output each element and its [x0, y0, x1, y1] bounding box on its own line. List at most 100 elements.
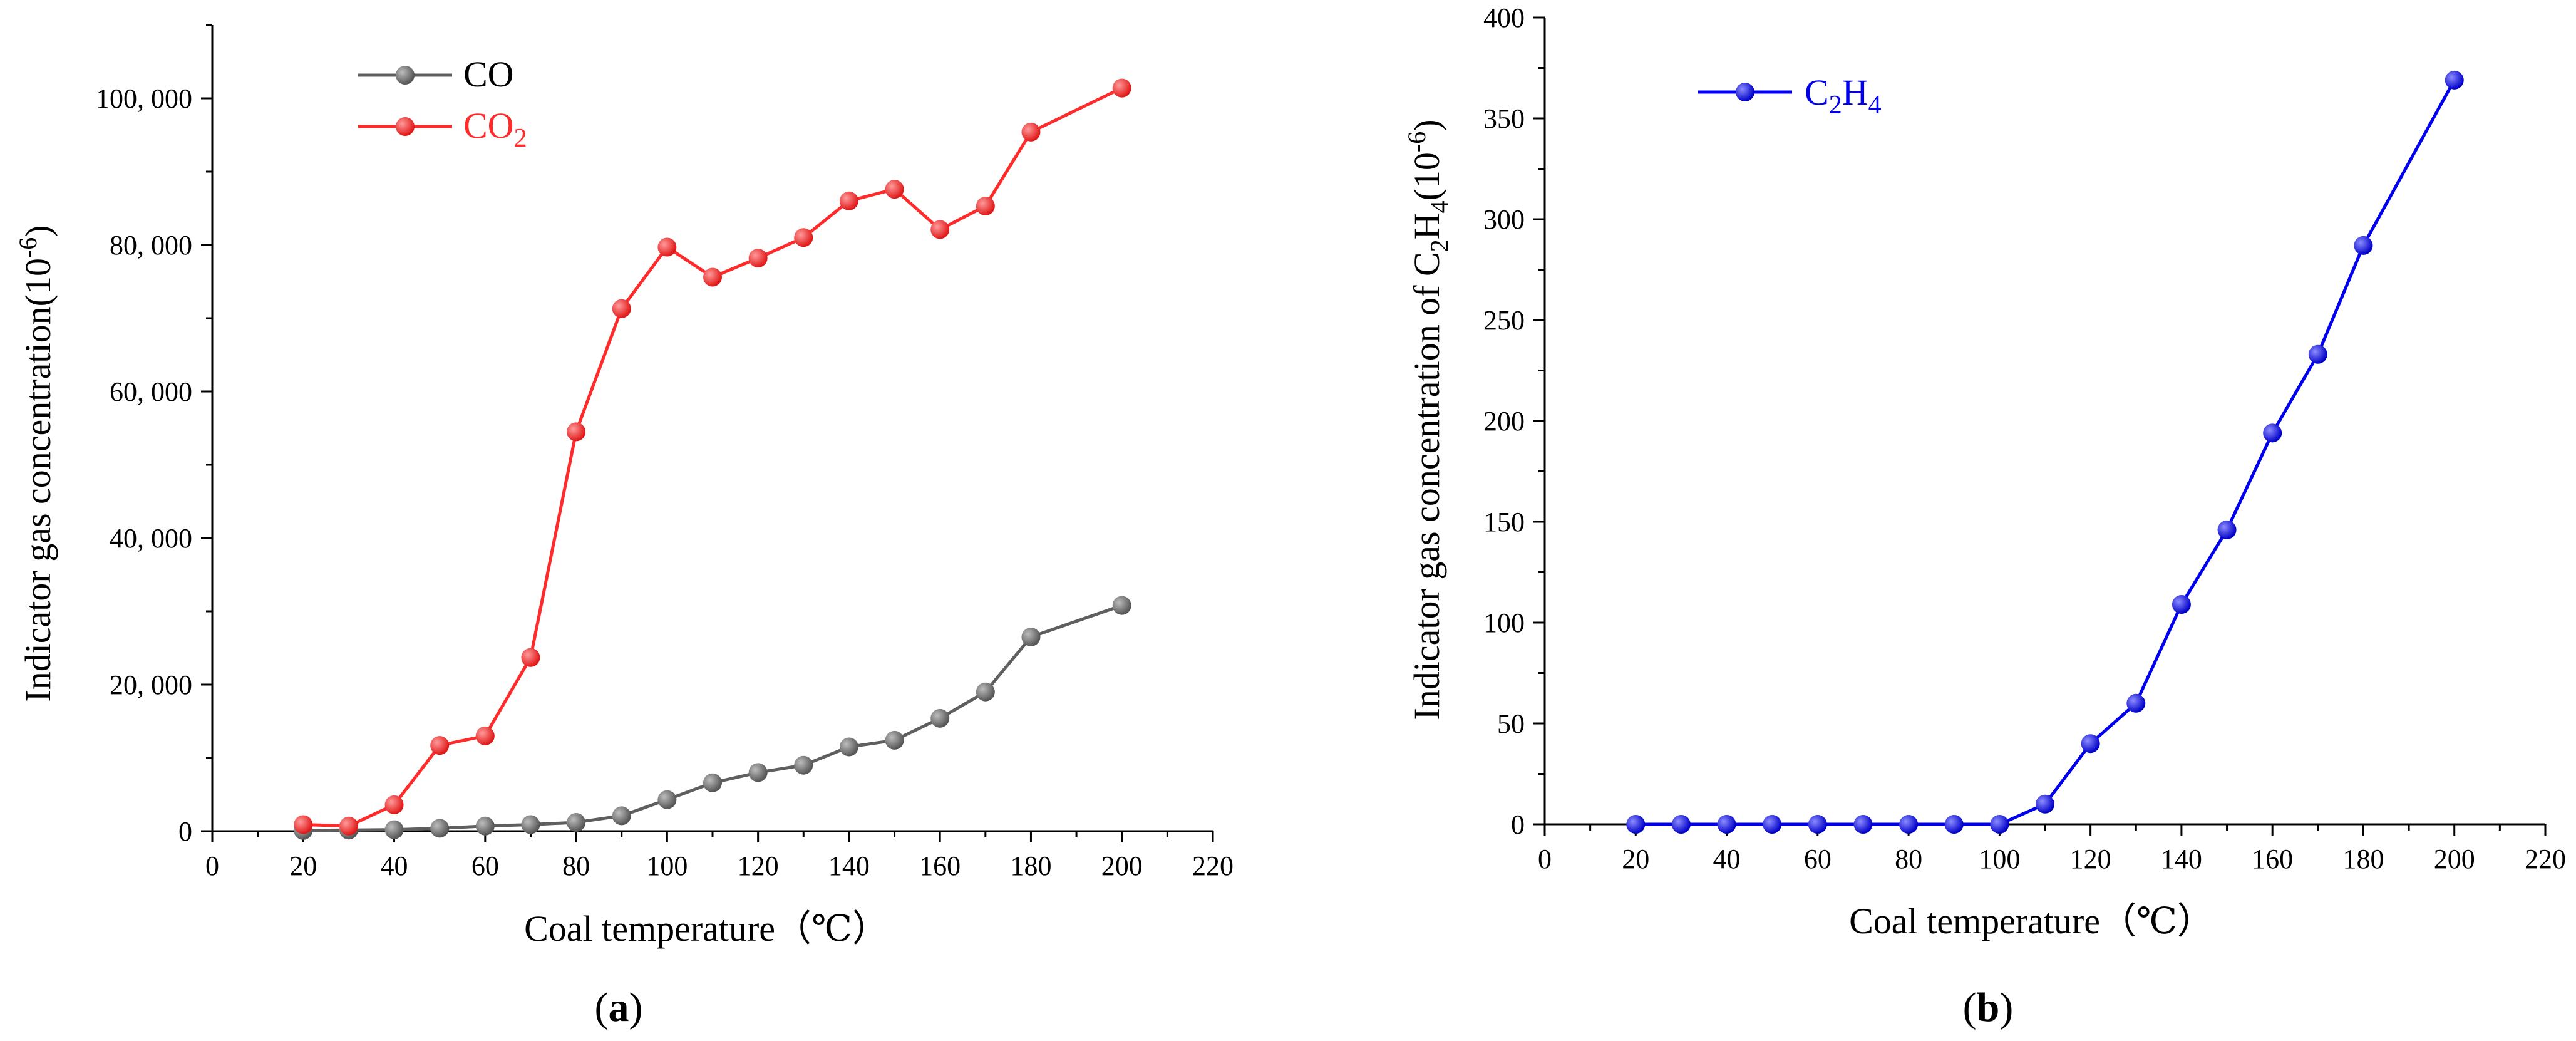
- data-point-c2h4: [2036, 794, 2054, 814]
- data-point-co: [521, 815, 540, 834]
- x-tick-label: 20: [1622, 844, 1649, 874]
- data-point-co2: [839, 191, 858, 210]
- y-tick-label: 0: [178, 816, 192, 847]
- y-tick-label: 50: [1497, 708, 1525, 739]
- chart-b-legend: C2H4: [1698, 72, 1882, 120]
- data-point-co: [612, 806, 631, 826]
- data-point-co2: [703, 267, 722, 287]
- data-point-c2h4: [1626, 815, 1646, 834]
- chart-a-panel-label: (a): [595, 985, 643, 1030]
- data-point-c2h4: [2081, 734, 2100, 754]
- chart-b-axes: [1543, 18, 2545, 826]
- data-point-co2: [612, 299, 631, 318]
- chart-b-xlabel: Coal temperature（℃）: [1849, 901, 2213, 941]
- data-point-co: [794, 755, 813, 775]
- x-tick-label: 100: [646, 851, 688, 881]
- y-tick-label: 200: [1483, 406, 1525, 437]
- x-tick-label: 0: [205, 851, 219, 881]
- chart-b-series: [1626, 70, 2464, 834]
- series-line-co: [303, 604, 1123, 832]
- y-tick-label: 20, 000: [110, 670, 192, 700]
- data-point-c2h4: [1899, 815, 1919, 834]
- data-point-c2h4: [2172, 595, 2191, 614]
- data-point-co2: [1112, 78, 1131, 98]
- data-point-co: [976, 682, 995, 702]
- x-tick-label: 120: [738, 851, 779, 881]
- x-tick-label: 220: [1192, 851, 1234, 881]
- data-point-co2: [657, 237, 677, 257]
- chart-a-xlabel: Coal temperature（℃）: [524, 908, 889, 949]
- x-tick-label: 20: [289, 851, 317, 881]
- data-point-c2h4: [1717, 815, 1736, 834]
- legend-co-label: CO: [463, 54, 514, 95]
- series-line-c2h4: [1636, 79, 2456, 826]
- legend-c2h4-marker: [1736, 83, 1754, 101]
- y-tick-label: 150: [1483, 507, 1525, 537]
- data-point-co: [748, 763, 768, 782]
- legend-co2-label: CO2: [463, 105, 527, 153]
- data-point-co2: [339, 816, 358, 836]
- x-tick-label: 100: [1979, 844, 2020, 874]
- data-point-co2: [521, 648, 540, 667]
- x-tick-label: 0: [1538, 844, 1552, 874]
- x-tick-label: 160: [2252, 844, 2293, 874]
- y-tick-label: 350: [1483, 103, 1525, 134]
- y-tick-label: 0: [1511, 809, 1525, 840]
- chart-a-ticks: 0 20 40 60 80 100 120 140 160 180 200 220 0 20, 000 40…: [96, 24, 1234, 881]
- y-tick-label: 400: [1483, 3, 1525, 33]
- data-point-co2: [930, 220, 950, 239]
- data-point-co: [384, 820, 404, 839]
- y-tick-label: 250: [1483, 305, 1525, 336]
- data-point-co: [567, 812, 586, 832]
- data-point-co: [475, 816, 495, 836]
- y-tick-label: 80, 000: [110, 230, 192, 261]
- x-tick-label: 140: [2161, 844, 2202, 874]
- data-point-co: [1021, 627, 1041, 646]
- chart-b-ticks: 0 20 40 60 80 100 120 140 160 180 200 220 0 50 100 150 2…: [1483, 3, 2566, 874]
- data-point-co: [703, 773, 722, 792]
- x-tick-label: 120: [2070, 844, 2111, 874]
- x-tick-label: 80: [562, 851, 590, 881]
- chart-panel-a: 0 20 40 60 80 100 120 140 160 180 200 220 0 20, 000 40…: [14, 24, 1234, 1030]
- y-tick-label: 100: [1483, 608, 1525, 638]
- x-tick-label: 40: [381, 851, 408, 881]
- chart-a-axes: [211, 25, 1213, 832]
- data-point-co: [885, 730, 904, 750]
- chart-panel-b: 0 20 40 60 80 100 120 140 160 180 200 220 0 50 100 150 2…: [1403, 3, 2566, 1030]
- data-point-c2h4: [1671, 815, 1691, 834]
- x-tick-label: 40: [1713, 844, 1741, 874]
- data-point-co2: [475, 726, 495, 745]
- data-point-c2h4: [1853, 815, 1873, 834]
- y-tick-label: 40, 000: [110, 523, 192, 554]
- data-point-co2: [976, 196, 995, 215]
- chart-a-series: [294, 78, 1131, 840]
- x-tick-label: 60: [471, 851, 499, 881]
- legend-co2-marker: [396, 117, 415, 136]
- x-tick-label: 140: [828, 851, 870, 881]
- data-point-c2h4: [1944, 815, 1964, 834]
- chart-b-panel-label: (b): [1963, 985, 2014, 1030]
- x-tick-label: 180: [2342, 844, 2384, 874]
- x-tick-label: 200: [1101, 851, 1143, 881]
- data-point-co2: [748, 249, 768, 268]
- data-point-c2h4: [1990, 815, 2009, 834]
- legend-co-marker: [396, 66, 415, 85]
- data-point-co2: [294, 815, 313, 834]
- chart-a-ylabel: Indicator gas concentration(10-6): [14, 225, 58, 702]
- x-tick-label: 80: [1895, 844, 1922, 874]
- data-point-co2: [794, 228, 813, 247]
- data-point-co: [430, 819, 450, 838]
- data-point-co: [839, 737, 858, 757]
- legend-c2h4-label: C2H4: [1805, 72, 1882, 120]
- data-point-co2: [885, 180, 904, 199]
- y-tick-label: 300: [1483, 204, 1525, 235]
- x-tick-label: 180: [1010, 851, 1051, 881]
- data-point-c2h4: [2308, 344, 2327, 364]
- data-point-co: [1112, 596, 1131, 615]
- x-tick-label: 160: [919, 851, 961, 881]
- data-point-c2h4: [2263, 423, 2282, 443]
- data-point-c2h4: [1763, 815, 1782, 834]
- y-tick-label: 100, 000: [96, 83, 192, 114]
- chart-b-ylabel: Indicator gas concentration of C2H4(10-6…: [1403, 119, 1453, 720]
